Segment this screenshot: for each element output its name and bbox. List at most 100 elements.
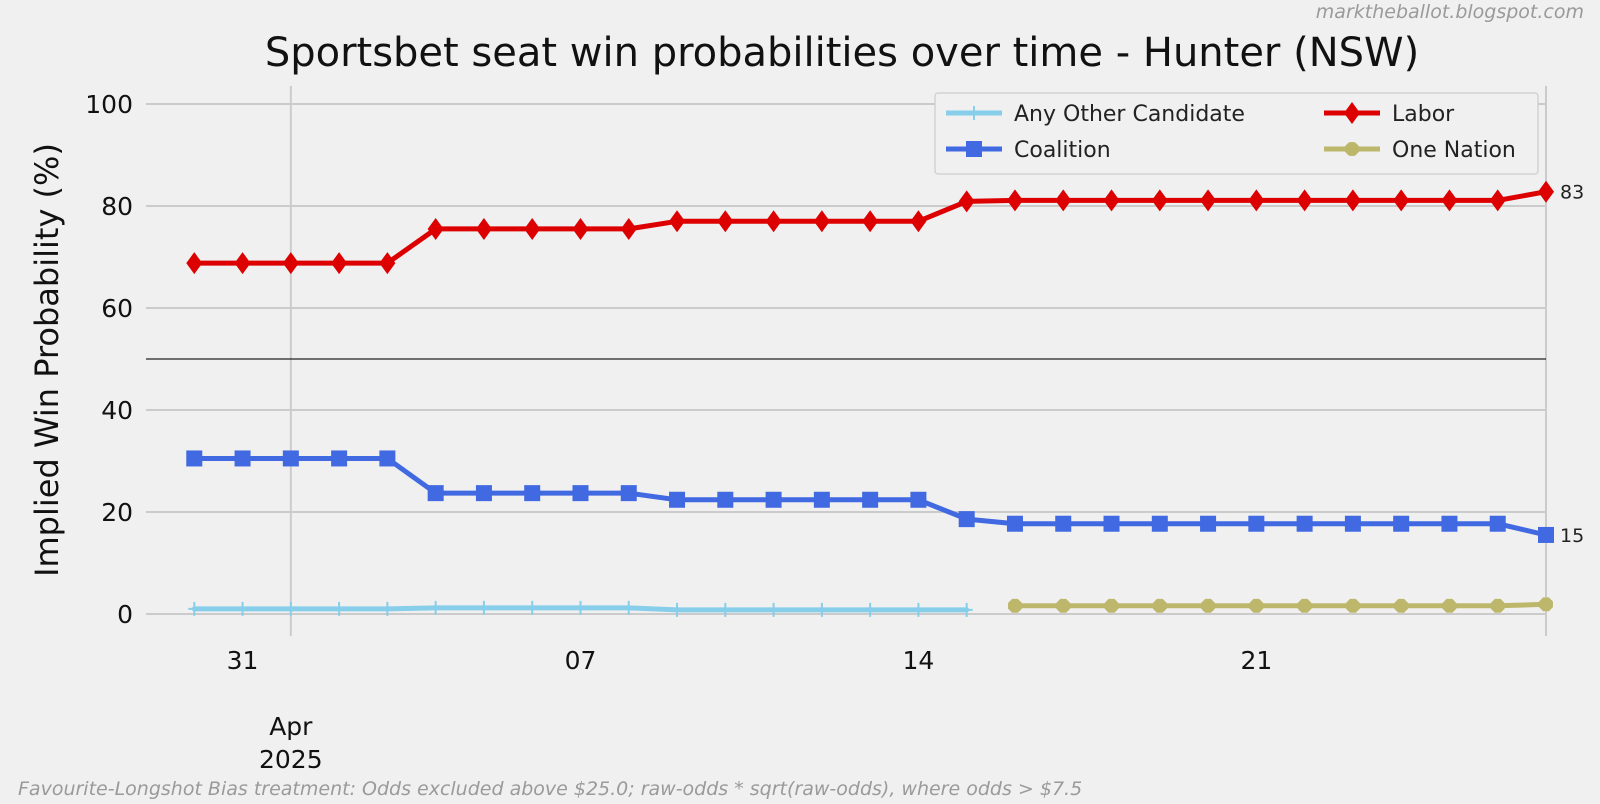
data-point-one-nation	[1394, 598, 1409, 613]
data-point-labor	[910, 210, 927, 233]
y-tick-label: 80	[101, 192, 133, 221]
data-point-any-other-candidate	[767, 602, 780, 617]
data-point-coalition	[1200, 515, 1217, 532]
data-point-any-other-candidate	[912, 602, 925, 617]
data-point-one-nation	[1490, 598, 1505, 613]
data-point-labor	[1393, 189, 1410, 212]
data-point-any-other-candidate	[236, 601, 249, 616]
data-point-coalition	[813, 491, 830, 508]
data-point-coalition	[282, 450, 299, 467]
data-point-any-other-candidate	[622, 600, 635, 615]
data-point-coalition	[1248, 515, 1265, 532]
x-month-label: Apr	[269, 712, 313, 741]
data-point-coalition	[475, 485, 492, 502]
data-point-any-other-candidate	[960, 602, 973, 617]
grid	[146, 86, 1547, 636]
data-point-coalition	[572, 485, 589, 502]
legend-swatch-marker	[1344, 102, 1360, 124]
chart-title: Sportsbet seat win probabilities over ti…	[265, 30, 1419, 76]
y-axis-label: Implied Win Probability (%)	[28, 143, 66, 577]
legend-swatch-marker	[966, 141, 982, 157]
series-line-one-nation	[1012, 601, 1549, 609]
data-point-labor	[524, 217, 541, 240]
legend-label: One Nation	[1392, 138, 1516, 163]
data-point-labor	[862, 210, 879, 233]
data-point-coalition	[1296, 515, 1313, 532]
data-point-coalition	[1344, 515, 1361, 532]
data-point-labor	[572, 217, 589, 240]
data-point-any-other-candidate	[864, 602, 877, 617]
data-point-coalition	[379, 450, 396, 467]
data-point-labor	[813, 210, 830, 233]
data-point-labor	[1538, 180, 1554, 203]
data-point-any-other-candidate	[429, 600, 442, 615]
series-any-other-candidate	[188, 600, 973, 617]
data-point-one-nation	[1249, 598, 1264, 613]
data-point-labor	[1489, 189, 1506, 212]
x-year-label: 2025	[259, 745, 323, 774]
x-tick-label: 21	[1240, 646, 1272, 675]
data-point-labor	[765, 210, 782, 233]
data-point-coalition	[1489, 515, 1506, 532]
data-point-one-nation	[1345, 598, 1360, 613]
data-point-coalition	[765, 491, 782, 508]
y-tick-label: 0	[117, 600, 133, 629]
y-tick-label: 100	[85, 90, 133, 119]
footnote: Favourite-Longshot Bias treatment: Odds …	[18, 778, 1082, 800]
data-point-coalition	[1006, 515, 1023, 532]
data-point-labor	[1344, 189, 1361, 212]
data-point-coalition	[234, 450, 251, 467]
data-point-any-other-candidate	[574, 600, 587, 615]
series-group	[186, 180, 1554, 617]
axis-labels: 0 20 40 60 80 100 31 07 14 21 Apr 2025	[85, 90, 1272, 774]
data-point-labor	[282, 252, 299, 275]
series-coalition	[186, 450, 1554, 543]
data-point-labor	[427, 217, 444, 240]
series-one-nation	[1008, 597, 1553, 613]
legend-swatch-marker	[1345, 142, 1359, 156]
legend-item-labor: Labor	[1324, 102, 1455, 127]
data-point-coalition	[910, 491, 927, 508]
end-labels: 83 15	[1560, 182, 1584, 547]
data-point-labor	[1248, 189, 1265, 212]
data-point-any-other-candidate	[477, 600, 490, 615]
legend-label: Any Other Candidate	[1014, 102, 1245, 127]
data-point-coalition	[186, 450, 203, 467]
data-point-one-nation	[1104, 598, 1119, 613]
legend-box	[934, 92, 1539, 175]
data-point-labor	[1103, 189, 1120, 212]
data-point-coalition	[958, 511, 975, 528]
data-point-coalition	[1151, 515, 1168, 532]
data-point-coalition	[717, 491, 734, 508]
data-point-any-other-candidate	[526, 600, 539, 615]
data-point-one-nation	[1297, 598, 1312, 613]
y-tick-label: 20	[101, 498, 133, 527]
data-point-coalition	[1393, 515, 1410, 532]
data-point-any-other-candidate	[284, 601, 297, 616]
y-tick-label: 40	[101, 396, 133, 425]
y-tick-label: 60	[101, 294, 133, 323]
x-tick-label: 07	[565, 646, 597, 675]
legend-swatch-marker	[968, 106, 980, 120]
data-point-coalition	[1441, 515, 1458, 532]
x-tick-label: 14	[903, 646, 935, 675]
data-point-labor	[1151, 189, 1168, 212]
legend-item-one-nation: One Nation	[1324, 138, 1516, 163]
x-tick-label: 31	[227, 646, 259, 675]
end-value-label: 15	[1560, 525, 1584, 547]
data-point-coalition	[862, 491, 879, 508]
data-point-coalition	[1103, 515, 1120, 532]
data-point-labor	[717, 210, 734, 233]
data-point-coalition	[1538, 526, 1554, 543]
data-point-any-other-candidate	[333, 601, 346, 616]
data-point-coalition	[669, 491, 686, 508]
data-point-coalition	[331, 450, 348, 467]
data-point-labor	[475, 217, 492, 240]
data-point-coalition	[427, 485, 444, 502]
data-point-any-other-candidate	[188, 601, 201, 616]
data-point-labor	[234, 252, 251, 275]
series-labor	[186, 180, 1554, 275]
data-point-labor	[958, 190, 975, 213]
